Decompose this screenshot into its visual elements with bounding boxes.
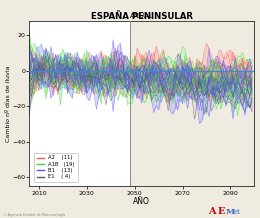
- Text: © Agencia Estatal de Meteorología: © Agencia Estatal de Meteorología: [3, 213, 65, 217]
- Y-axis label: Cambio nº días de lluvia: Cambio nº días de lluvia: [5, 65, 11, 142]
- Text: et: et: [234, 208, 241, 216]
- Text: A: A: [208, 207, 216, 216]
- Title: ESPAÑA PENINSULAR: ESPAÑA PENINSULAR: [91, 12, 193, 21]
- Text: E: E: [217, 207, 225, 216]
- Bar: [130, 21, 260, 186]
- Text: M: M: [226, 208, 235, 216]
- Text: ANUAL: ANUAL: [130, 14, 154, 19]
- X-axis label: AÑO: AÑO: [133, 197, 150, 206]
- Legend: A2    (11), A1B   (19), B1    (13), E1    ( 4): A2 (11), A1B (19), B1 (13), E1 ( 4): [34, 153, 77, 182]
